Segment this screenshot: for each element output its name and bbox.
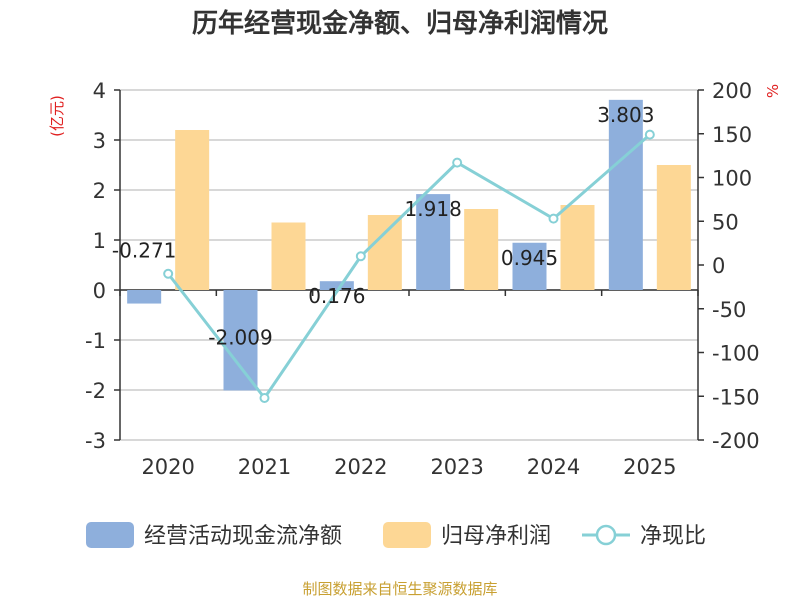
ratio-point bbox=[163, 268, 174, 279]
legend-label-ratio: 净现比 bbox=[640, 524, 706, 549]
legend: 经营活动现金流净额 归母净利润 净现比 bbox=[86, 522, 706, 549]
category-label: 2023 bbox=[430, 455, 483, 479]
legend-swatch-ratio-point bbox=[595, 524, 617, 546]
category-label: 2021 bbox=[238, 455, 291, 479]
cash-data-label: -2.009 bbox=[208, 325, 272, 349]
legend-label-profit: 归母净利润 bbox=[441, 524, 551, 549]
ratio-point bbox=[548, 213, 559, 224]
profit-bar bbox=[560, 205, 595, 290]
left-tick-label: 0 bbox=[93, 279, 106, 303]
right-tick-label: -50 bbox=[712, 298, 746, 322]
left-tick-label: -3 bbox=[85, 429, 106, 453]
left-tick-label: 2 bbox=[93, 179, 106, 203]
profit-bar bbox=[175, 130, 210, 290]
cash-bar bbox=[416, 194, 451, 290]
right-tick-label: 100 bbox=[712, 167, 752, 191]
left-axis-unit: (亿元) bbox=[48, 95, 66, 137]
ratio-line bbox=[163, 129, 655, 403]
cash-bar bbox=[319, 281, 354, 290]
category-label: 2024 bbox=[527, 455, 580, 479]
axes: 4 3 2 1 0 -1 -2 -3 200 150 100 50 0 -50 -100 -150 -200 20… bbox=[85, 79, 760, 479]
right-tick-label: -100 bbox=[712, 342, 760, 366]
profit-bar bbox=[464, 209, 499, 290]
category-label: 2020 bbox=[141, 455, 194, 479]
cash-bar bbox=[223, 290, 258, 391]
cash-data-label: 3.803 bbox=[597, 103, 654, 127]
cash-bar bbox=[512, 242, 547, 290]
right-tick-label: -150 bbox=[712, 385, 760, 409]
profit-bar bbox=[656, 165, 691, 290]
cash-data-label: -0.271 bbox=[112, 239, 176, 263]
right-tick-label: 150 bbox=[712, 123, 752, 147]
legend-swatch-profit bbox=[383, 522, 431, 548]
legend-label-cash: 经营活动现金流净额 bbox=[144, 524, 342, 549]
left-tick-label: 4 bbox=[93, 79, 106, 103]
profit-bar bbox=[367, 215, 402, 290]
ratio-point bbox=[259, 393, 270, 403]
right-tick-label: -200 bbox=[712, 429, 760, 453]
cash-data-label: 0.945 bbox=[501, 246, 558, 270]
ratio-polyline bbox=[166, 133, 651, 401]
chart-title: 历年经营现金净额、归母净利润情况 bbox=[192, 8, 608, 39]
ratio-point bbox=[644, 129, 655, 140]
right-tick-label: 200 bbox=[712, 79, 752, 103]
ratio-point bbox=[355, 251, 366, 262]
left-tick-label: 3 bbox=[93, 129, 106, 153]
data-labels: -0.271 -2.009 0.176 1.918 0.945 3.803 bbox=[112, 103, 655, 350]
legend-swatch-cash bbox=[86, 522, 134, 548]
category-label: 2025 bbox=[623, 455, 676, 479]
cash-data-label: 1.918 bbox=[405, 197, 462, 221]
cash-data-label: 0.176 bbox=[308, 284, 365, 308]
profit-bar bbox=[271, 222, 306, 290]
source-note: 制图数据来自恒生聚源数据库 bbox=[302, 580, 497, 598]
ratio-point bbox=[452, 157, 463, 168]
cash-bar bbox=[127, 290, 162, 304]
left-tick-label: -2 bbox=[85, 379, 106, 403]
right-tick-label: 50 bbox=[712, 210, 739, 234]
category-label: 2022 bbox=[334, 455, 387, 479]
right-axis-unit: % bbox=[764, 84, 782, 98]
left-tick-label: -1 bbox=[85, 329, 106, 353]
left-tick-label: 1 bbox=[93, 229, 106, 253]
bars bbox=[127, 99, 691, 391]
right-tick-label: 0 bbox=[712, 254, 725, 278]
cash-bar bbox=[608, 99, 643, 290]
